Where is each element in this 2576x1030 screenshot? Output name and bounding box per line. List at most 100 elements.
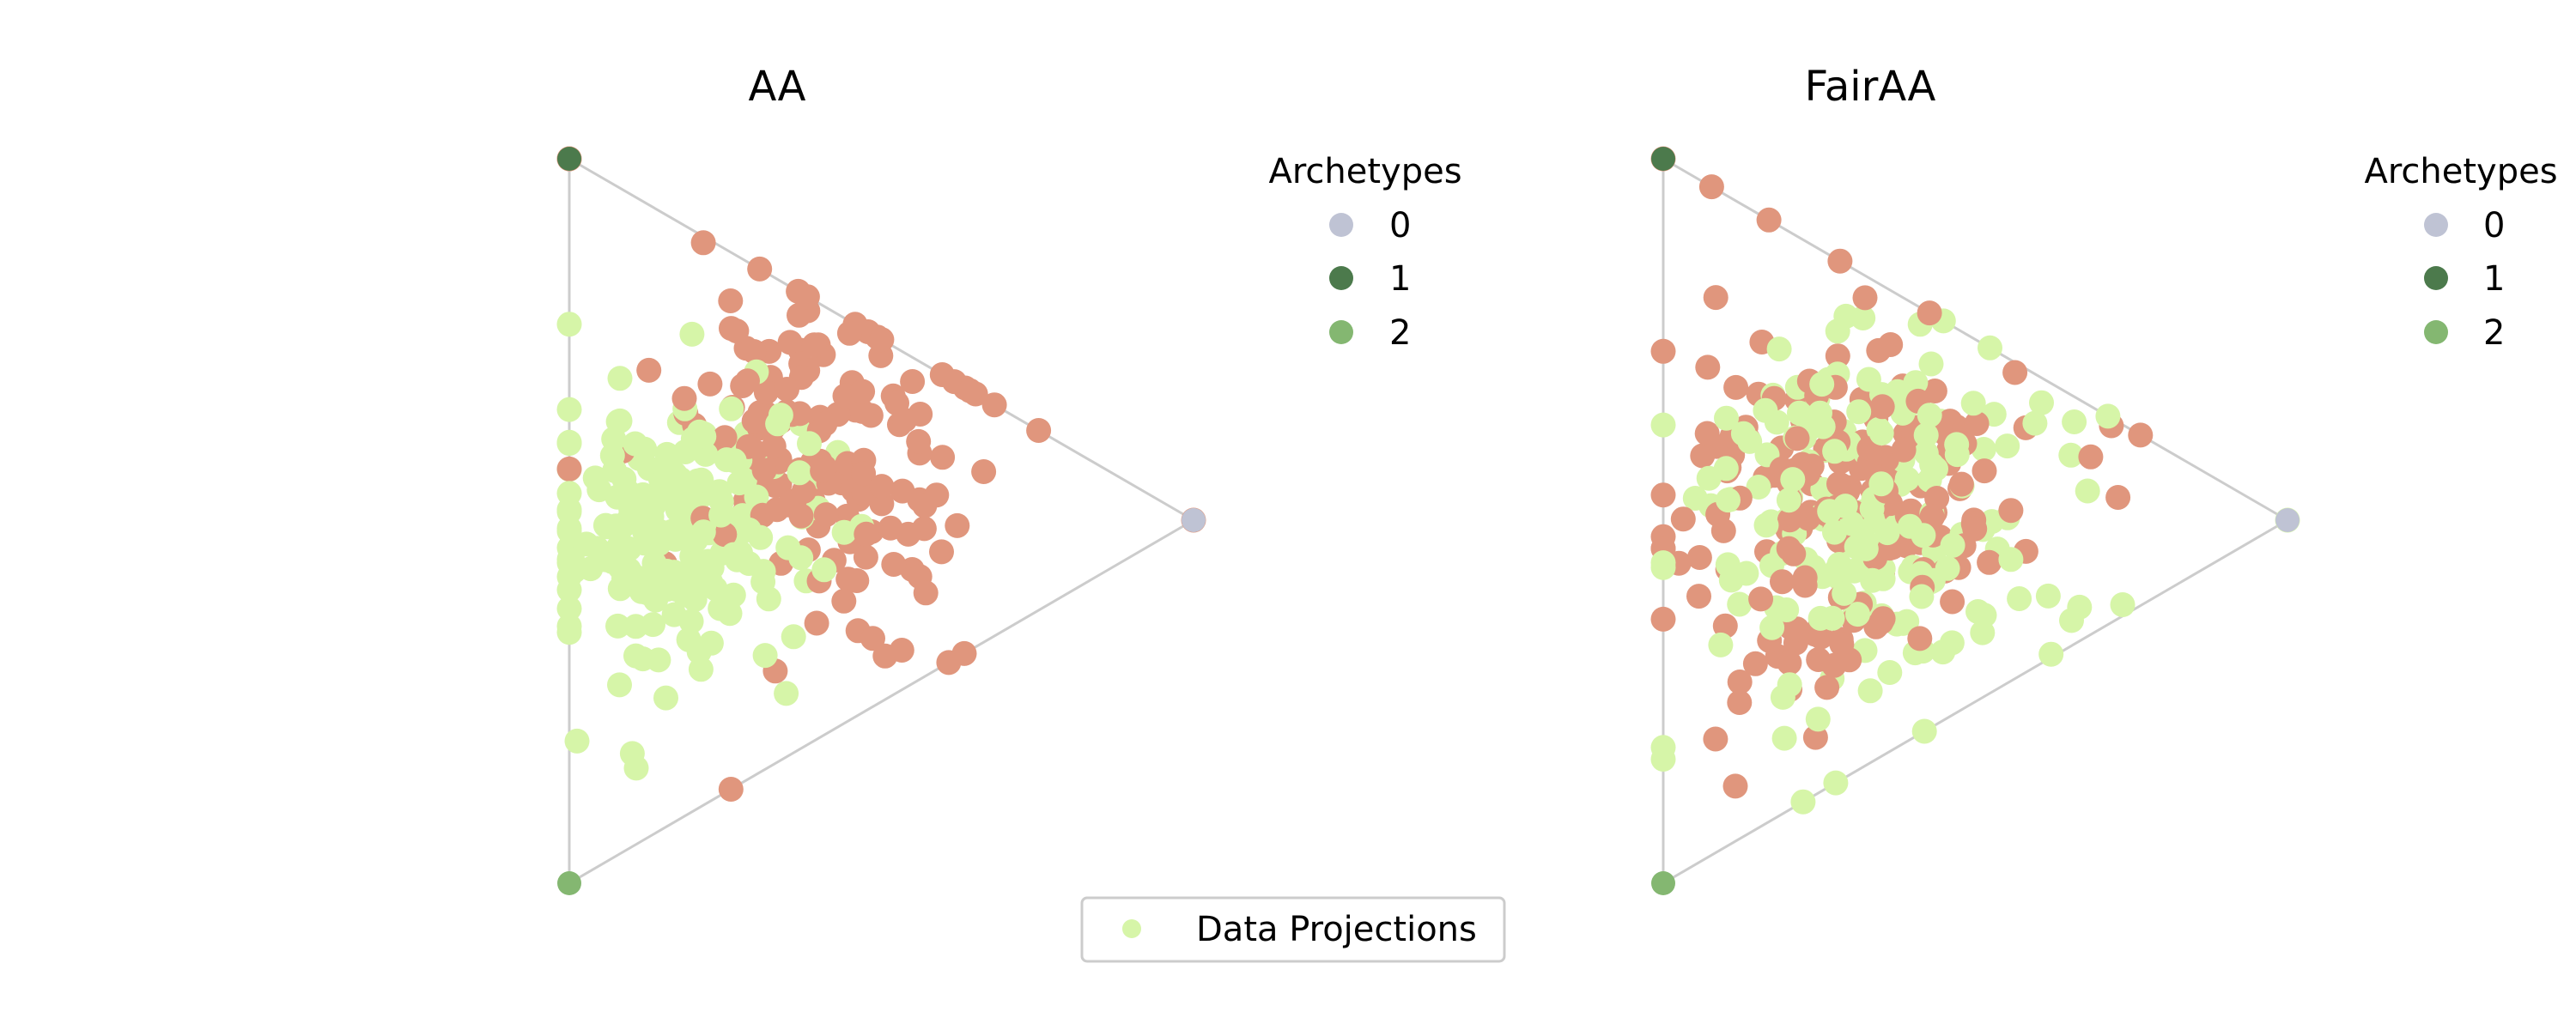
data-point-group-a: [835, 566, 861, 592]
legend-title-aa: Archetypes: [1268, 152, 1461, 191]
data-point-group-a: [1777, 650, 1802, 676]
data-projections-legend: Data Projections: [1080, 896, 1506, 963]
data-point-projection: [632, 436, 658, 462]
data-point-group-a: [741, 408, 767, 433]
archetype-vertex-1: [1651, 147, 1675, 171]
data-point-group-a: [1919, 504, 1945, 530]
data-point-group-a: [636, 357, 662, 383]
data-point-projection: [765, 411, 791, 437]
data-point-group-a: [751, 457, 777, 483]
data-point-projection: [1833, 303, 1859, 329]
legend-label-0: 0: [1389, 206, 1411, 245]
legend-marker-2: [2424, 320, 2448, 344]
data-point-projection: [599, 443, 625, 469]
data-point-group-a: [812, 411, 838, 437]
data-point-projection: [2029, 390, 2054, 415]
legend-label-2: 2: [1389, 313, 1411, 353]
data-point-group-a: [831, 588, 857, 614]
legend-marker-0: [1329, 213, 1353, 237]
data-point-projection: [556, 499, 582, 524]
data-point-projection: [1650, 550, 1676, 576]
data-point-projection: [674, 579, 700, 604]
archetype-vertex-0: [2275, 508, 2300, 532]
data-point-projection: [1918, 351, 1944, 377]
data-point-projection: [2038, 641, 2064, 667]
data-point-group-a: [1776, 536, 1801, 561]
data-point-projection: [1777, 672, 1802, 698]
data-point-projection: [2022, 410, 2048, 436]
data-point-group-a: [804, 610, 829, 636]
data-point-projection: [2058, 442, 2084, 468]
data-point-group-a: [854, 521, 879, 547]
legend-marker-0: [2424, 213, 2448, 237]
data-point-group-a: [1703, 726, 1728, 752]
data-point-projection: [1940, 532, 1965, 558]
data-point-group-a: [2128, 422, 2154, 448]
data-point-projection: [1894, 466, 1920, 492]
data-point-group-a: [2078, 444, 2104, 470]
data-point-projection: [605, 484, 630, 510]
data-point-group-a: [2002, 360, 2028, 385]
data-point-group-a: [869, 474, 895, 500]
data-point-projection: [726, 470, 752, 496]
data-point-group-a: [892, 408, 918, 433]
data-point-group-a: [945, 512, 970, 538]
data-point-group-a: [787, 401, 812, 427]
data-point-projection: [1965, 599, 1990, 624]
data-point-projection: [1853, 536, 1879, 561]
data-point-group-a: [913, 580, 939, 606]
data-point-group-a: [777, 330, 803, 355]
data-point-projection: [1727, 591, 1753, 617]
data-point-projection: [556, 614, 582, 639]
data-point-projection: [714, 447, 739, 473]
data-point-projection: [696, 548, 721, 574]
data-point-group-a: [1695, 354, 1721, 380]
data-point-group-a: [889, 638, 914, 663]
data-point-projection: [708, 502, 734, 528]
data-point-projection: [719, 396, 744, 421]
archetype-vertex-2: [1651, 871, 1675, 895]
data-point-projection: [619, 741, 645, 766]
data-point-projection: [781, 624, 806, 650]
data-point-group-a: [896, 521, 921, 547]
data-point-group-a: [1770, 569, 1795, 595]
data-point-group-a: [747, 256, 773, 282]
data-point-projection: [1995, 433, 2020, 459]
data-point-projection: [1860, 567, 1886, 593]
edge-2-0: [1662, 518, 2288, 885]
data-point-projection: [1845, 602, 1870, 627]
data-point-group-a: [1998, 498, 2024, 524]
data-point-group-a: [718, 288, 744, 313]
data-point-projection: [661, 602, 687, 627]
data-point-projection: [1822, 439, 1848, 464]
data-point-group-a: [860, 626, 885, 651]
data-point-group-a: [1826, 471, 1851, 497]
data-point-projection: [1787, 400, 1812, 426]
data-point-projection: [774, 681, 799, 706]
archetype-vertex-0: [1182, 508, 1206, 532]
data-point-group-a: [836, 320, 862, 346]
data-point-group-a: [1722, 773, 1748, 799]
data-point-projection: [2062, 409, 2087, 434]
legend-label-2: 2: [2483, 313, 2505, 353]
data-point-projection: [1774, 597, 1800, 622]
data-point-group-a: [1878, 332, 1904, 357]
data-point-projection: [1923, 456, 1948, 482]
data-point-group-a: [787, 302, 811, 328]
data-point-projection: [1730, 421, 1756, 446]
data-point-projection: [2095, 403, 2121, 429]
legend-marker-1: [2424, 266, 2448, 290]
data-point-projection: [717, 601, 743, 627]
data-point-group-a: [1703, 285, 1728, 311]
archetype-vertex-1: [557, 147, 581, 171]
data-point-projection: [1820, 605, 1845, 631]
data-point-group-a: [930, 445, 956, 470]
data-point-group-a: [1742, 651, 1768, 676]
data-point-projection: [1868, 421, 1894, 445]
data-point-projection: [564, 728, 590, 754]
data-point-projection: [1714, 405, 1739, 431]
data-point-group-a: [1792, 565, 1818, 591]
data-point-projection: [616, 507, 641, 533]
data-point-group-a: [1962, 516, 1988, 542]
data-point-projection: [639, 565, 665, 591]
